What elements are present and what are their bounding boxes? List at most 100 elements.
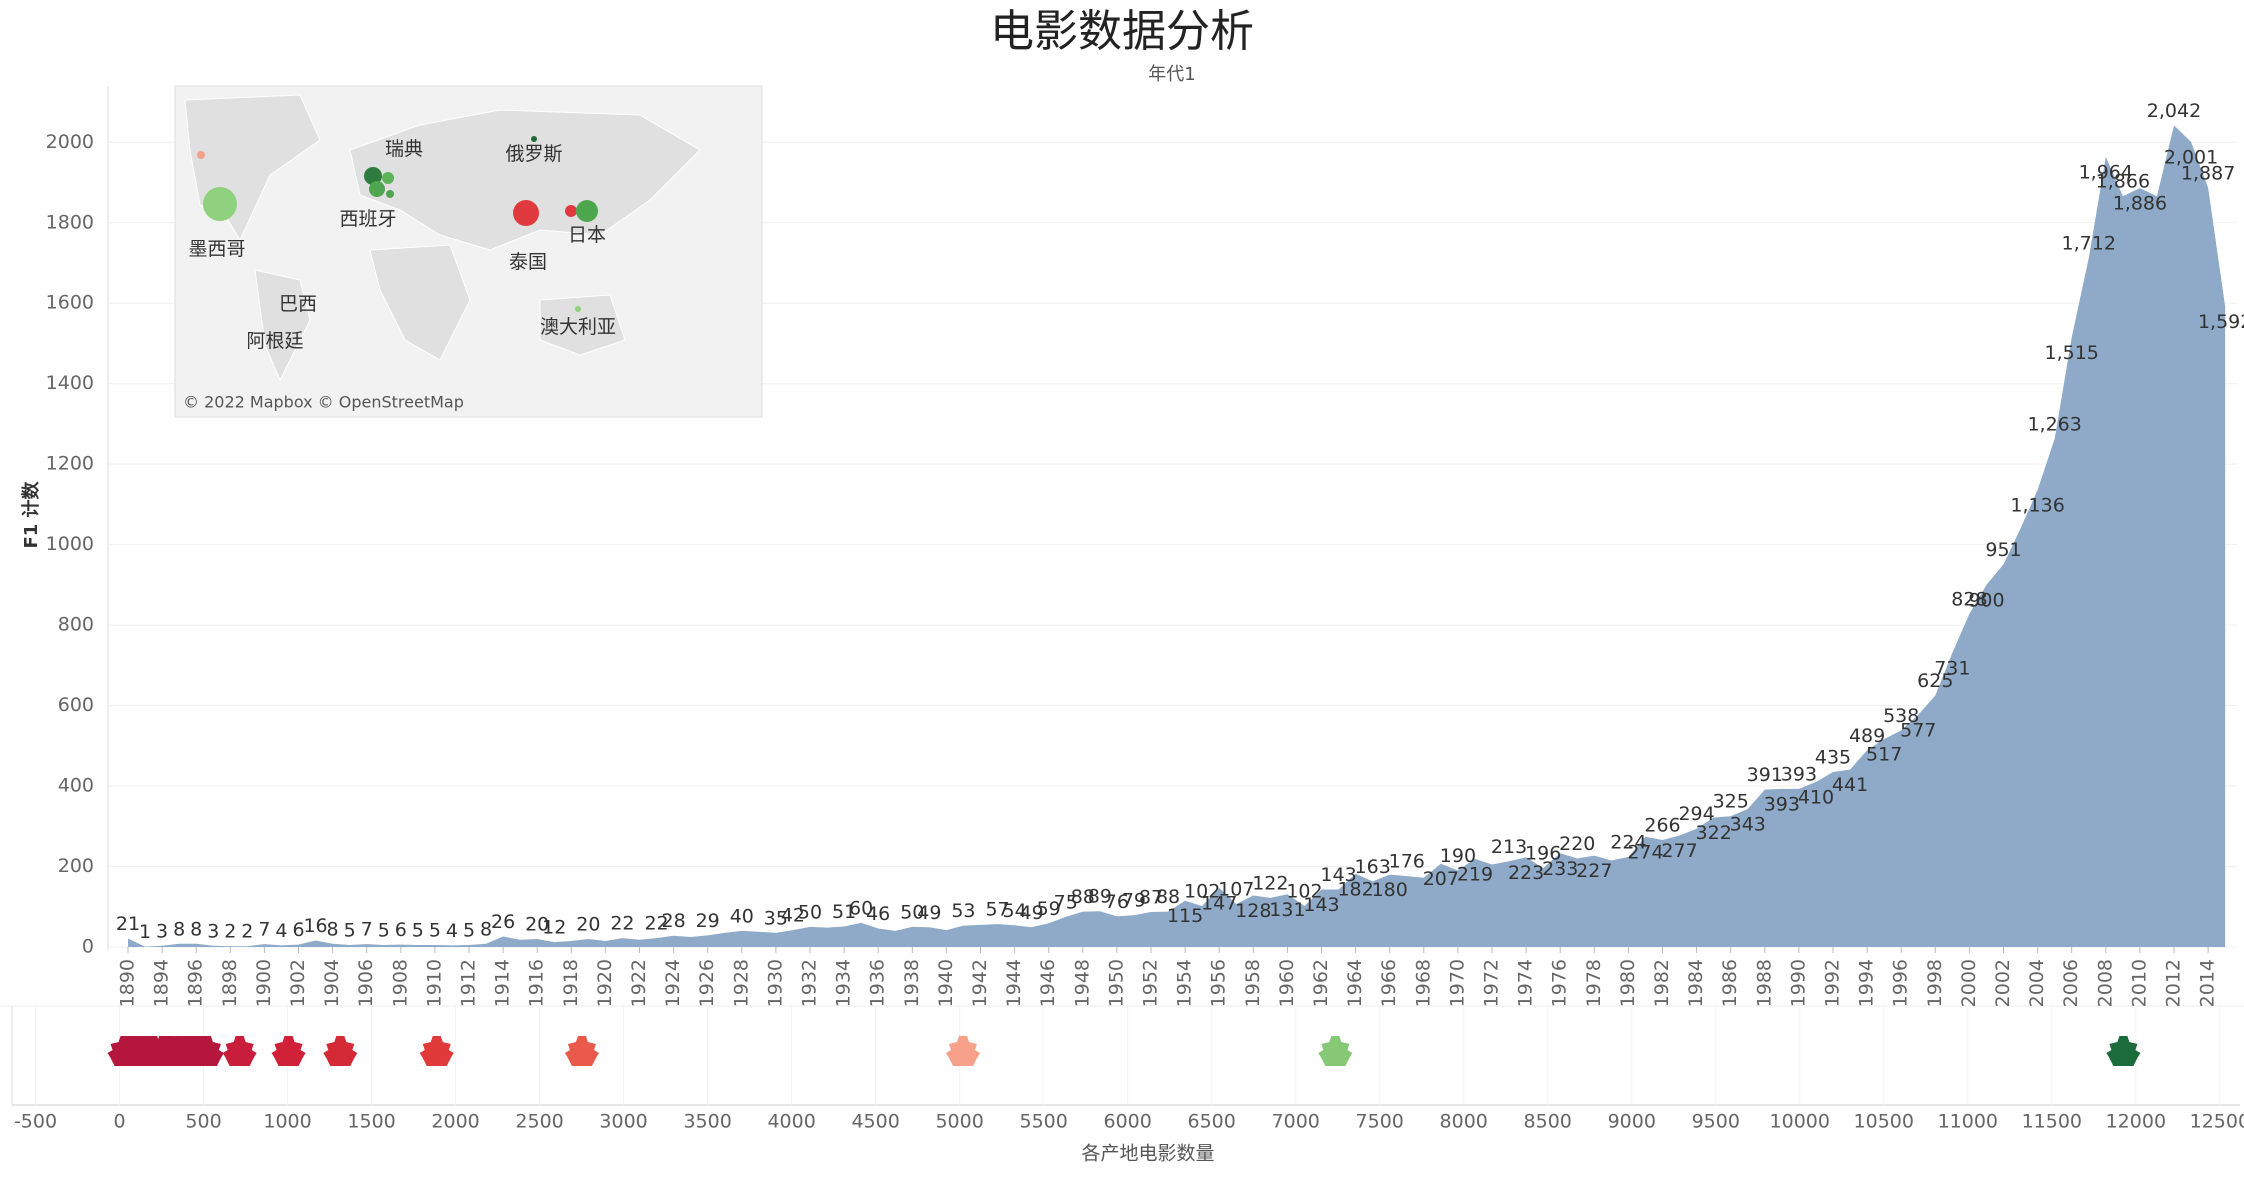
data-label: 2 — [224, 921, 236, 943]
x-tick-label: 1946 — [1037, 959, 1059, 1007]
data-label: 54 — [1003, 900, 1027, 922]
data-label: 1 — [139, 921, 151, 943]
data-label: 7 — [361, 919, 373, 941]
x-tick-label: 12000 — [2106, 1111, 2166, 1133]
y-tick-label: 1400 — [46, 372, 94, 394]
data-label: 57 — [985, 899, 1009, 921]
data-label: 325 — [1713, 791, 1749, 813]
x-tick-label: 1964 — [1344, 959, 1366, 1007]
x-tick-label: 1914 — [492, 959, 514, 1007]
x-tick-label: 12500 — [2190, 1111, 2244, 1133]
x-tick-label: 1978 — [1583, 959, 1605, 1007]
data-label: 131 — [1269, 899, 1305, 921]
x-tick-label: 1898 — [219, 959, 241, 1007]
strip-mark — [323, 1036, 358, 1066]
x-tick-label: 1890 — [117, 959, 139, 1007]
data-label: 40 — [730, 905, 754, 927]
map-point — [576, 200, 598, 222]
data-label: 5 — [378, 919, 390, 941]
data-label: 22 — [610, 913, 634, 935]
y-tick-label: 400 — [58, 775, 94, 797]
data-label: 3 — [156, 920, 168, 942]
land — [254, 269, 311, 382]
data-label: 393 — [1781, 763, 1817, 785]
data-label: 625 — [1917, 670, 1953, 692]
x-tick-label: 1906 — [355, 959, 377, 1007]
data-label: 538 — [1883, 705, 1919, 727]
x-tick-label: 1980 — [1617, 959, 1639, 1007]
map-point — [513, 200, 539, 226]
data-label: 8 — [327, 918, 339, 940]
land — [369, 244, 471, 361]
map-label: 俄罗斯 — [505, 143, 562, 165]
x-tick-label: 1500 — [347, 1111, 395, 1133]
data-label: 76 — [1105, 891, 1129, 913]
data-label: 219 — [1457, 863, 1493, 885]
map-point — [382, 172, 394, 184]
x-tick-label: 1940 — [935, 959, 957, 1007]
data-label: 21 — [116, 913, 140, 935]
x-tick-label: 1952 — [1140, 959, 1162, 1007]
x-tick-label: 500 — [185, 1111, 221, 1133]
x-tick-label: 1944 — [1003, 959, 1025, 1007]
data-label: 22 — [644, 913, 668, 935]
subtitle: 年代1 — [1148, 64, 1195, 85]
data-label: 60 — [849, 897, 873, 919]
map-credit: © 2022 Mapbox © OpenStreetMap — [183, 393, 464, 412]
x-axis-label: 各产地电影数量 — [1081, 1143, 1214, 1165]
x-tick-label: 8000 — [1440, 1111, 1488, 1133]
data-label: 29 — [696, 910, 720, 932]
x-tick-label: 1968 — [1412, 959, 1434, 1007]
y-tick-label: 0 — [82, 936, 94, 958]
data-label: 227 — [1576, 860, 1612, 882]
data-label: 88 — [1156, 886, 1180, 908]
x-tick-label: 1966 — [1378, 959, 1400, 1007]
x-tick-label: 2500 — [515, 1111, 563, 1133]
x-tick-label: 1902 — [287, 959, 309, 1007]
data-label: 322 — [1696, 822, 1732, 844]
data-label: 3 — [207, 920, 219, 942]
x-tick-label: 1916 — [526, 959, 548, 1007]
land — [349, 109, 701, 251]
data-label: 180 — [1372, 879, 1408, 901]
data-label: 393 — [1764, 793, 1800, 815]
y-tick-label: 2000 — [46, 131, 94, 153]
map-label: 西班牙 — [339, 208, 396, 230]
data-label: 4 — [275, 920, 287, 942]
data-label: 6 — [395, 919, 407, 941]
data-label: 7 — [258, 919, 270, 941]
data-label: 223 — [1508, 862, 1544, 884]
data-label: 274 — [1627, 841, 1663, 863]
data-label: 951 — [1985, 539, 2021, 561]
x-tick-label: 6000 — [1104, 1111, 1152, 1133]
map-point — [531, 136, 537, 142]
data-label: 577 — [1900, 719, 1936, 741]
map-point — [369, 181, 385, 197]
x-tick-label: 5000 — [935, 1111, 983, 1133]
x-tick-label: 9500 — [1692, 1111, 1740, 1133]
data-label: 207 — [1423, 868, 1459, 890]
data-label: 46 — [866, 903, 890, 925]
x-tick-label: 1912 — [458, 959, 480, 1007]
x-tick-label: 1894 — [151, 959, 173, 1007]
x-tick-label: 1896 — [185, 959, 207, 1007]
data-label: 5 — [344, 919, 356, 941]
map-label: 泰国 — [509, 251, 547, 273]
x-tick-label: 1950 — [1105, 959, 1127, 1007]
map-point — [197, 151, 205, 159]
x-tick-label: 1976 — [1549, 959, 1571, 1007]
data-label: 2,042 — [2147, 100, 2201, 122]
data-label: 16 — [303, 915, 327, 937]
data-label: 391 — [1747, 764, 1783, 786]
x-tick-label: 1998 — [1924, 959, 1946, 1007]
map-label: 墨西哥 — [188, 238, 245, 260]
x-tick-label: 1922 — [628, 959, 650, 1007]
data-label: 53 — [951, 900, 975, 922]
x-tick-label: 1988 — [1753, 959, 1775, 1007]
data-label: 147 — [1201, 892, 1237, 914]
x-tick-label: 1926 — [696, 959, 718, 1007]
x-tick-label: 1954 — [1174, 959, 1196, 1007]
map-point — [364, 167, 382, 185]
x-tick-label: 1962 — [1310, 959, 1332, 1007]
x-tick-label: 2014 — [2197, 959, 2219, 1007]
